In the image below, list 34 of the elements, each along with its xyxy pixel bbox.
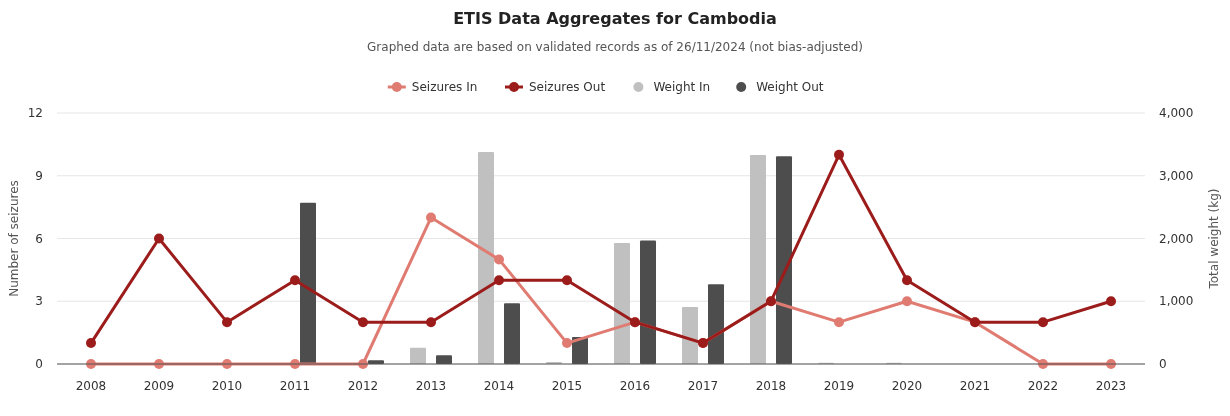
legend-label: Weight Out bbox=[756, 80, 824, 95]
x-tick-label: 2009 bbox=[143, 379, 175, 393]
x-tick-label: 2022 bbox=[1027, 379, 1059, 393]
x-tick-label: 2015 bbox=[551, 379, 583, 393]
x-tick-label: 2011 bbox=[279, 379, 311, 393]
x-tick-label: 2014 bbox=[483, 379, 515, 393]
y-tick-label: 6 bbox=[35, 231, 43, 246]
x-tick-label: 2023 bbox=[1095, 379, 1127, 393]
x-tick-label: 2012 bbox=[347, 379, 379, 393]
legend-label: Seizures In bbox=[411, 80, 478, 95]
chart-title: ETIS Data Aggregates for Cambodia bbox=[453, 9, 777, 28]
legend-label: Weight In bbox=[653, 80, 711, 95]
x-tick-label: 2013 bbox=[415, 379, 447, 393]
y2-tick-label: 1,000 bbox=[1159, 294, 1194, 309]
y2-tick-label: 4,000 bbox=[1159, 106, 1194, 121]
y2-tick-label: 2,000 bbox=[1159, 231, 1194, 246]
x-tick-label: 2019 bbox=[823, 379, 855, 393]
y-tick-label: 0 bbox=[35, 357, 43, 372]
y2-tick-label: 0 bbox=[1159, 357, 1167, 372]
x-tick-label: 2016 bbox=[619, 379, 651, 393]
y2-tick-label: 3,000 bbox=[1159, 168, 1194, 183]
y-tick-label: 12 bbox=[27, 106, 43, 121]
x-tick-label: 2018 bbox=[755, 379, 787, 393]
y-tick-label: 9 bbox=[35, 168, 43, 183]
x-tick-label: 2008 bbox=[75, 379, 107, 393]
legend-label: Seizures Out bbox=[529, 80, 606, 95]
x-tick-label: 2017 bbox=[687, 379, 719, 393]
y2-axis-title: Total weight (kg) bbox=[1207, 188, 1221, 290]
x-tick-label: 2021 bbox=[959, 379, 991, 393]
chart-subtitle: Graphed data are based on validated records as of 26/11/2024 (not bias-adjusted) bbox=[367, 40, 863, 54]
y-axis-title: Number of seizures bbox=[7, 180, 21, 297]
y-tick-label: 3 bbox=[35, 294, 43, 309]
x-tick-label: 2020 bbox=[891, 379, 923, 393]
x-tick-label: 2010 bbox=[211, 379, 243, 393]
